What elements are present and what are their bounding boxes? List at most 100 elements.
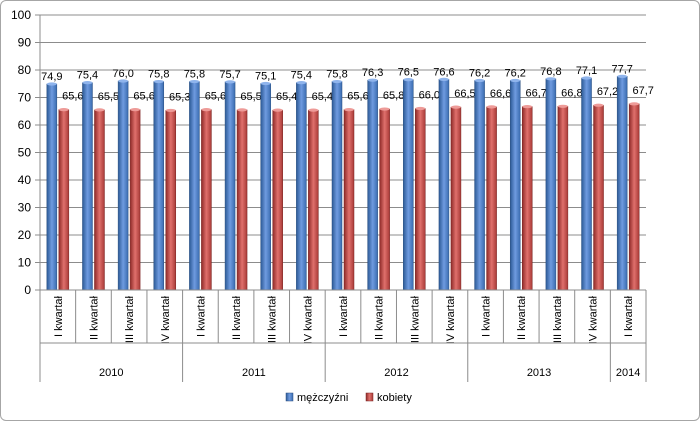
bar-mężczyźni-0 [46,83,58,291]
bar-cap [153,79,164,84]
data-label: 76,5 [398,67,419,79]
x-category-label: I kwartał [338,295,350,337]
bar-cap [593,103,604,107]
y-tick-label: 60 [18,118,32,132]
group-label: 2011 [242,367,266,379]
bar-cap [379,107,390,111]
bar-cap [438,77,449,81]
legend-label: mężczyźni [297,392,348,404]
bar-cap [332,79,342,84]
bar-kobiety-16 [628,103,640,291]
bar-kobiety-2 [129,109,141,291]
bar-cap [260,81,271,86]
x-category-label: II kwartał [374,295,386,340]
data-label: 65,6 [62,91,83,103]
data-label: 77,1 [576,65,597,77]
bar-kobiety-4 [201,109,212,291]
data-label: 75,8 [326,69,347,81]
bar-kobiety-1 [94,109,105,291]
data-label: 65,3 [169,91,190,103]
x-category-label: I kwartał [53,295,65,337]
bar-cap [58,108,69,112]
bar-kobiety-15 [593,104,604,291]
bar-kobiety-10 [415,108,426,291]
bar-kobiety-9 [379,108,390,291]
bar-mężczyźni-9 [367,79,378,291]
y-tick-label: 0 [24,283,31,297]
bar-kobiety-14 [557,106,569,291]
bar-kobiety-13 [521,106,533,291]
data-label: 65,6 [205,91,226,103]
data-label: 65,4 [276,91,297,103]
group-label: 2010 [99,367,123,379]
data-label: 67,7 [632,85,653,97]
x-category-label: IV kwartał [302,295,314,344]
data-label: 67,2 [597,86,618,98]
data-label: 76,8 [540,66,561,78]
bar-mężczyźni-12 [474,80,485,291]
y-tick-label: 10 [18,256,32,270]
bar-mężczyźni-16 [616,76,628,291]
data-label: 75,8 [148,69,169,81]
bar-cap [403,78,414,82]
y-tick-label: 50 [18,146,32,160]
bar-kobiety-11 [450,106,462,291]
legend-swatch [365,392,374,402]
bar-cap [474,78,485,83]
x-category-label: I kwartał [195,295,207,337]
bar-cap [165,108,176,113]
bar-cap [522,104,533,109]
data-label: 65,8 [383,90,404,102]
x-category-label: IV kwartał [445,295,457,344]
legend-swatch [285,392,294,402]
x-category-label: II kwartał [231,295,243,340]
bar-cap [617,74,628,78]
data-label: 75,7 [219,69,240,81]
data-label: 65,5 [240,91,261,103]
bar-kobiety-12 [486,106,497,291]
legend: mężczyźni kobiety [285,392,412,404]
data-label: 75,8 [184,69,205,81]
x-category-label: III kwartał [409,295,421,343]
bar-cap [237,108,248,112]
bar-cap [629,102,640,106]
data-label: 65,4 [312,91,333,103]
data-label: 65,6 [133,91,154,103]
bar-kobiety-3 [165,110,177,291]
data-label: 75,4 [291,70,312,82]
x-category-label: III kwartał [267,295,279,343]
data-label: 65,6 [347,91,368,103]
x-category-label: III kwartał [552,295,564,343]
data-label: 66,7 [526,88,547,100]
data-label: 66,5 [454,88,475,100]
bar-cap [415,106,426,111]
y-tick-label: 70 [18,91,32,105]
bar-cap [189,79,200,84]
data-label: 76,0 [112,68,133,80]
bar-kobiety-5 [236,109,248,291]
y-tick-label: 80 [18,63,32,77]
bar-kobiety-8 [343,109,355,291]
bar-kobiety-6 [272,109,283,291]
x-category-label: I kwartał [623,295,635,337]
bar-mężczyźni-15 [581,77,592,291]
y-tick-label: 20 [18,228,32,242]
bar-cap [344,108,354,112]
data-label: 76,2 [469,67,490,79]
x-category-label: III kwartał [124,295,136,343]
y-tick-label: 90 [18,36,32,50]
bar-cap [118,79,129,83]
y-tick-label: 100 [11,8,31,22]
data-label: 76,6 [433,66,454,78]
bar-mężczyźni-7 [296,82,307,291]
x-category-label: II kwartał [516,295,528,340]
bar-cap [545,77,556,81]
bar-cap [272,108,283,112]
bar-cap [308,108,319,112]
data-label: 75,1 [255,70,276,82]
legend-label: kobiety [377,392,412,404]
bar-mężczyźni-10 [403,79,414,291]
group-label: 2013 [527,367,551,379]
data-label: 66,0 [419,90,440,102]
